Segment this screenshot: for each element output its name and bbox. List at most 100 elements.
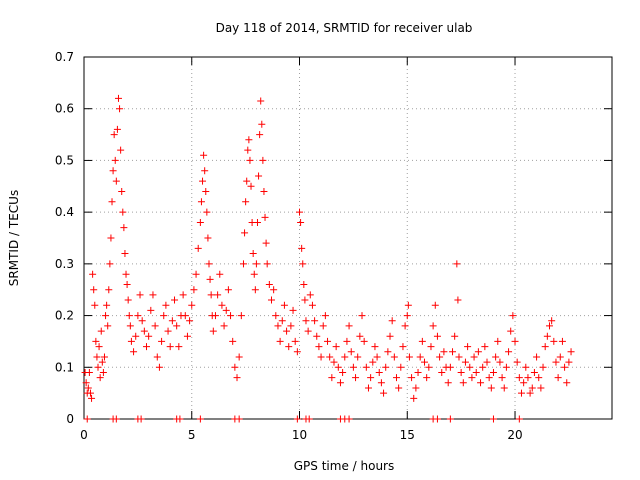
data-point: [96, 374, 104, 382]
data-point: [451, 332, 459, 340]
data-point: [274, 322, 282, 330]
data-point: [227, 312, 235, 320]
data-point: [206, 275, 214, 283]
data-point: [112, 177, 120, 185]
data-point: [347, 348, 355, 356]
data-point: [276, 337, 284, 345]
data-point: [397, 363, 405, 371]
data-point: [382, 363, 390, 371]
data-point: [326, 353, 334, 361]
data-point: [166, 343, 174, 351]
data-point: [257, 97, 265, 105]
data-point: [533, 353, 541, 361]
data-point: [263, 260, 271, 268]
data-point: [502, 363, 510, 371]
data-point: [186, 317, 194, 325]
data-point: [343, 337, 351, 345]
data-point: [399, 343, 407, 351]
data-point: [483, 358, 491, 366]
data-point: [405, 353, 413, 361]
data-point: [202, 187, 210, 195]
data-point: [298, 244, 306, 252]
data-point: [468, 374, 476, 382]
data-point: [119, 208, 127, 216]
data-point: [224, 286, 232, 294]
data-point: [548, 317, 556, 325]
data-point: [98, 358, 106, 366]
plot-frame: [83, 56, 613, 420]
data-point: [362, 363, 370, 371]
data-point: [136, 291, 144, 299]
data-point: [93, 353, 101, 361]
data-point: [203, 208, 211, 216]
y-tick-label: 0.7: [55, 50, 74, 64]
data-point: [249, 250, 257, 258]
tick-labels: 0 0.1 0.2 0.3 0.4 0.5 0.6 0.7 0 5 10 15 20: [55, 50, 523, 442]
data-point: [194, 244, 202, 252]
data-point: [233, 374, 241, 382]
data-point: [214, 291, 222, 299]
data-point: [535, 374, 543, 382]
data-point: [386, 332, 394, 340]
data-point: [332, 343, 340, 351]
data-point: [293, 348, 301, 356]
data-point: [235, 415, 243, 423]
data-point: [112, 415, 120, 423]
data-point: [218, 301, 226, 309]
data-point: [418, 337, 426, 345]
data-point: [509, 312, 517, 320]
data-point: [260, 187, 268, 195]
data-point: [142, 343, 150, 351]
data-point: [247, 182, 255, 190]
data-point: [423, 374, 431, 382]
data-point: [116, 105, 124, 113]
data-point: [446, 363, 454, 371]
y-tick-label: 0: [66, 412, 74, 426]
data-point: [85, 368, 93, 376]
data-point: [176, 415, 184, 423]
data-point: [373, 353, 381, 361]
data-point: [140, 327, 148, 335]
data-point: [464, 343, 472, 351]
chart-title: Day 118 of 2014, SRMTID for receiver ula…: [216, 21, 473, 35]
data-point: [188, 301, 196, 309]
data-point: [496, 358, 504, 366]
data-point: [524, 374, 532, 382]
data-point: [492, 353, 500, 361]
data-point: [321, 312, 329, 320]
data-point: [259, 156, 267, 164]
data-point: [377, 379, 385, 387]
data-point: [104, 322, 112, 330]
data-point: [158, 337, 166, 345]
data-point: [470, 353, 478, 361]
data-point: [237, 312, 245, 320]
data-point: [459, 379, 467, 387]
data-point: [113, 125, 121, 133]
data-point: [455, 353, 463, 361]
data-point: [474, 348, 482, 356]
data-point: [199, 177, 207, 185]
data-point: [425, 363, 433, 371]
data-point: [107, 234, 115, 242]
data-point: [117, 146, 125, 154]
data-point: [164, 327, 172, 335]
data-point: [567, 348, 575, 356]
data-point: [300, 281, 308, 289]
data-point: [515, 374, 523, 382]
data-point: [412, 384, 420, 392]
data-point: [262, 239, 270, 247]
data-point: [267, 296, 275, 304]
data-point: [520, 379, 528, 387]
y-tick-label: 0.3: [55, 257, 74, 271]
data-point: [341, 353, 349, 361]
data-point: [352, 374, 360, 382]
data-point: [328, 374, 336, 382]
data-point: [472, 368, 480, 376]
data-point: [479, 363, 487, 371]
data-point: [433, 415, 441, 423]
data-point: [388, 317, 396, 325]
data-point: [147, 306, 155, 314]
data-point: [541, 343, 549, 351]
data-point: [367, 374, 375, 382]
